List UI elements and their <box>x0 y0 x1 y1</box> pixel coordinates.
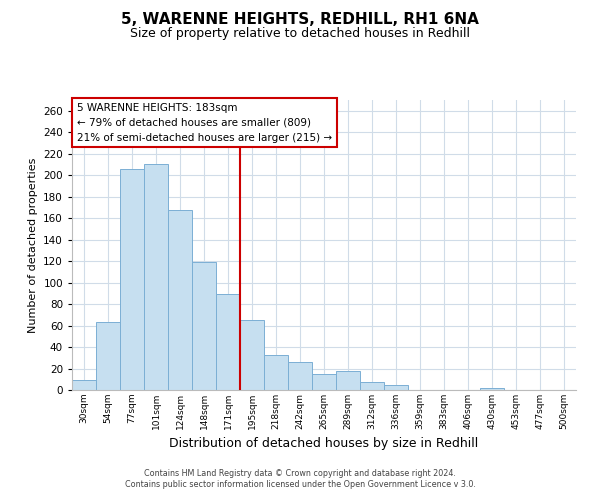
Text: Contains HM Land Registry data © Crown copyright and database right 2024.: Contains HM Land Registry data © Crown c… <box>144 468 456 477</box>
Text: Size of property relative to detached houses in Redhill: Size of property relative to detached ho… <box>130 28 470 40</box>
Text: 5, WARENNE HEIGHTS, REDHILL, RH1 6NA: 5, WARENNE HEIGHTS, REDHILL, RH1 6NA <box>121 12 479 28</box>
Bar <box>72 380 96 390</box>
Bar <box>360 382 384 390</box>
Bar <box>120 168 144 390</box>
X-axis label: Distribution of detached houses by size in Redhill: Distribution of detached houses by size … <box>169 438 479 450</box>
Bar <box>144 164 168 390</box>
Bar <box>384 384 408 390</box>
Bar <box>312 374 336 390</box>
Text: 5 WARENNE HEIGHTS: 183sqm
← 79% of detached houses are smaller (809)
21% of semi: 5 WARENNE HEIGHTS: 183sqm ← 79% of detac… <box>77 103 332 142</box>
Bar <box>480 388 504 390</box>
Bar <box>240 320 264 390</box>
Bar <box>168 210 192 390</box>
Y-axis label: Number of detached properties: Number of detached properties <box>28 158 38 332</box>
Text: Contains public sector information licensed under the Open Government Licence v : Contains public sector information licen… <box>125 480 475 489</box>
Bar <box>288 362 312 390</box>
Bar <box>96 322 120 390</box>
Bar <box>192 262 216 390</box>
Bar <box>336 370 360 390</box>
Bar <box>264 354 288 390</box>
Bar <box>216 294 240 390</box>
